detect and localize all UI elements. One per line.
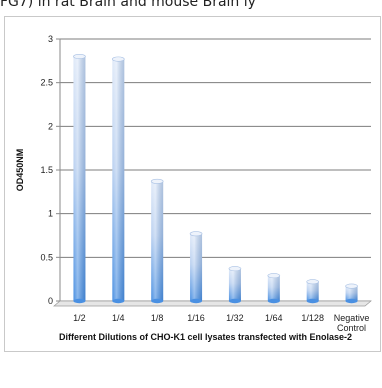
x-tick-label-line: 1/4 (112, 313, 125, 323)
x-tick-label-line: 1/32 (226, 313, 244, 323)
bar-shading (267, 275, 280, 301)
bar-cap (73, 53, 86, 59)
bar-cap (306, 279, 319, 285)
bar-base (151, 298, 164, 304)
bar-base (345, 298, 358, 304)
x-tick-label-line: 1/2 (73, 313, 86, 323)
y-tick-label: 2 (48, 121, 53, 131)
bar-shading (345, 286, 358, 301)
bar-base (73, 298, 86, 304)
bar-base (306, 298, 319, 304)
y-tick-label: 0 (48, 296, 53, 306)
x-tick-label: Negative Control (334, 313, 370, 333)
bar-base (112, 298, 125, 304)
bar-cap (228, 266, 242, 272)
bar-shading (73, 56, 86, 301)
y-tick-label: 2.5 (40, 78, 53, 88)
x-tick-label-line: Control (337, 323, 366, 333)
x-axis-title: Different Dilutions of CHO-K1 cell lysat… (59, 332, 352, 342)
bar-shading (151, 181, 164, 301)
bar-cap (112, 56, 125, 62)
x-tick-label-line: 1/128 (301, 313, 324, 323)
y-tick-label: 0.5 (40, 252, 53, 262)
x-tick-label-line: 1/8 (151, 313, 164, 323)
x-tick-label: 1/64 (265, 313, 283, 323)
y-axis-title: OD450NM (15, 149, 25, 192)
x-tick-label: 1/8 (151, 313, 164, 323)
x-tick-label: 1/2 (73, 313, 86, 323)
x-tick-label-line: 1/16 (187, 313, 205, 323)
gridlines (60, 38, 371, 302)
bar-shading (112, 59, 125, 301)
x-tick-label: 1/4 (112, 313, 125, 323)
x-tick-label-line: Negative (334, 313, 370, 323)
bars (73, 53, 358, 304)
x-tick-label-line: 1/64 (265, 313, 283, 323)
x-tick-label: 1/32 (226, 313, 244, 323)
bar-cap (345, 283, 358, 289)
y-tick-label: 3 (48, 34, 53, 44)
bar-cap (150, 178, 164, 184)
header-text: FG7) in rat Brain and mouse Brain ly (0, 0, 256, 10)
bar-base (228, 298, 241, 304)
tick-labels: 0 0.5 1 1.5 2 2.5 3 1/2 1/4 1/8 1/16 1/32 1/64 1/128 N… (40, 34, 369, 333)
bar-base (190, 298, 203, 304)
chart-floor (53, 300, 372, 307)
y-tick-label: 1 (48, 209, 53, 219)
bar-cap (267, 273, 281, 279)
bar-shading (190, 233, 203, 301)
x-tick-label: 1/16 (187, 313, 205, 323)
bar-shading (306, 281, 319, 301)
bar-shading (228, 268, 241, 301)
bar-cap (189, 231, 203, 237)
y-tick-label: 1.5 (40, 165, 53, 175)
axes (53, 38, 372, 307)
chart-frame: 0 0.5 1 1.5 2 2.5 3 1/2 1/4 1/8 1/16 1/32 1/64 1/128 N… (4, 16, 381, 352)
x-tick-label: 1/128 (301, 313, 324, 323)
bar-base (267, 298, 280, 304)
bar-chart: 0 0.5 1 1.5 2 2.5 3 1/2 1/4 1/8 1/16 1/32 1/64 1/128 N… (15, 34, 372, 342)
